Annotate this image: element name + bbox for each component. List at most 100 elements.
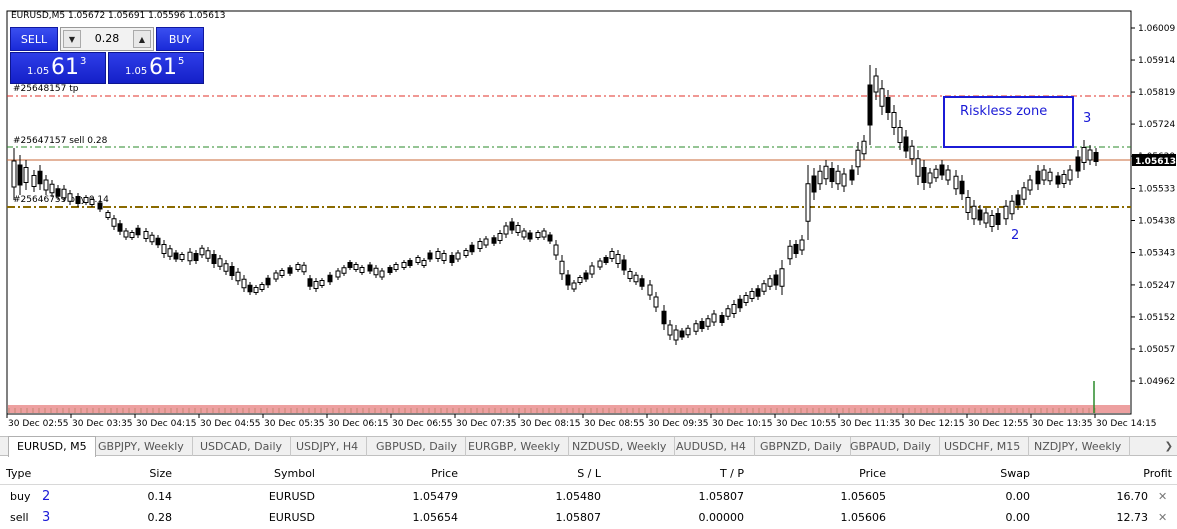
candle-body [767, 278, 773, 287]
header-current-price[interactable]: Price [859, 467, 886, 480]
sell-price-button[interactable]: 1.05 61 3 [10, 52, 106, 84]
candle-body [1061, 174, 1067, 184]
candle-body [565, 274, 571, 286]
header-size[interactable]: Size [149, 467, 172, 480]
candle-body [583, 272, 589, 280]
tab-nzdusd-weekly[interactable]: NZDUSD, Weekly [564, 437, 676, 456]
time-axis-label: 30 Dec 12:55 [968, 419, 1029, 429]
row-sl[interactable]: 1.05480 [555, 490, 602, 503]
row-tp[interactable]: 0.00000 [698, 511, 745, 524]
candle-body [393, 264, 399, 270]
tab-gbpnzd-daily[interactable]: GBPNZD, Daily [752, 437, 851, 456]
candle-body [817, 170, 823, 185]
candle-body [933, 168, 939, 179]
chart-canvas[interactable]: 1.060091.059141.058191.057241.056291.055… [0, 0, 1177, 432]
candle-body [373, 267, 379, 276]
header-symbol[interactable]: Symbol [274, 467, 315, 480]
candle-body [11, 160, 17, 188]
candle-body [1041, 169, 1047, 181]
buy-button[interactable]: BUY [156, 27, 204, 51]
header-type[interactable]: Type [6, 467, 32, 480]
candle-body [387, 267, 393, 273]
lot-size-value[interactable]: 0.28 [94, 32, 120, 45]
row-sl[interactable]: 1.05807 [555, 511, 602, 524]
candle-body [441, 253, 447, 261]
header-sl[interactable]: S / L [577, 467, 601, 480]
candle-body [449, 255, 455, 263]
candle-body [647, 284, 653, 296]
candle-body [1047, 171, 1053, 182]
candle-body [401, 262, 407, 268]
tab-usdjpy-h4[interactable]: USDJPY, H4 [288, 437, 368, 456]
candle-body [873, 75, 879, 93]
trade-table: Type Size Symbol Price S / L T / P Price… [0, 461, 1177, 529]
lot-decrease-icon[interactable]: ▼ [63, 30, 81, 48]
tab-eurusd-m5[interactable]: EURUSD, M5 [8, 436, 96, 457]
candle-body [23, 167, 29, 183]
candle-body [743, 295, 749, 303]
candle-body [1067, 169, 1073, 181]
lot-increase-icon[interactable]: ▲ [133, 30, 151, 48]
candle-body [229, 266, 235, 276]
candle-body [1087, 149, 1093, 161]
candle-body [415, 257, 421, 263]
candle-body [1027, 179, 1033, 191]
candle-body [421, 260, 427, 266]
header-tp[interactable]: T / P [719, 467, 744, 480]
tab-gbpaud-daily[interactable]: GBPAUD, Daily [842, 437, 940, 456]
row-swap: 0.00 [1005, 511, 1031, 524]
table-header: Type Size Symbol Price S / L T / P Price… [0, 463, 1177, 485]
close-position-icon[interactable]: ✕ [1158, 511, 1168, 524]
candle-body [301, 264, 307, 273]
current-price-label: 1.05613 [1135, 157, 1176, 167]
candle-body [823, 165, 829, 180]
price-scale-label: 1.05914 [1138, 56, 1175, 66]
candle-body [841, 173, 847, 187]
lot-size-stepper[interactable]: ▼ 0.28 ▲ [60, 27, 154, 51]
price-chart[interactable]: 1.060091.059141.058191.057241.056291.055… [0, 0, 1177, 432]
table-row[interactable]: buy 2 0.14 EURUSD 1.05479 1.05480 1.0580… [0, 486, 1177, 508]
row-annotation: 3 [42, 510, 51, 525]
candle-body [653, 296, 659, 308]
tab-audusd-h4[interactable]: AUDUSD, H4 [668, 437, 755, 456]
candle-body [1015, 194, 1021, 206]
candle-body [553, 244, 559, 256]
candle-body [455, 252, 461, 260]
tabs-scroll-icon[interactable]: ❯ [1164, 441, 1173, 452]
candle-body [199, 247, 205, 256]
buy-price-button[interactable]: 1.05 61 5 [108, 52, 204, 84]
close-position-icon[interactable]: ✕ [1158, 490, 1168, 503]
candle-body [407, 260, 413, 266]
table-row[interactable]: sell 3 0.28 EURUSD 1.05654 1.05807 0.000… [0, 507, 1177, 529]
candle-body [1081, 147, 1087, 163]
row-price: 1.05479 [412, 490, 459, 503]
order-line-label: #25646759 buy 0.14 [13, 195, 109, 205]
tab-nzdjpy-weekly[interactable]: NZDJPY, Weekly [1026, 437, 1131, 456]
candle-body [835, 170, 841, 185]
candle-body [577, 277, 583, 283]
sell-button[interactable]: SELL [10, 27, 58, 51]
header-price[interactable]: Price [431, 467, 458, 480]
tab-eurgbp-weekly[interactable]: EURGBP, Weekly [460, 437, 570, 456]
candle-body [427, 252, 433, 260]
buy-price-pips: 61 [149, 55, 177, 80]
row-current-price: 1.05605 [840, 490, 887, 503]
riskless-zone-box [943, 96, 1074, 148]
candle-body [959, 180, 965, 195]
header-swap[interactable]: Swap [1000, 467, 1030, 480]
tab-gbpjpy-weekly[interactable]: GBPJPY, Weekly [90, 437, 193, 456]
row-tp[interactable]: 1.05807 [698, 490, 745, 503]
buy-price-fraction: 5 [178, 56, 185, 67]
candle-body [855, 149, 861, 168]
header-profit[interactable]: Profit [1143, 467, 1172, 480]
time-axis-label: 30 Dec 11:35 [840, 419, 901, 429]
price-scale-label: 1.05724 [1138, 120, 1175, 130]
candle-body [149, 234, 155, 243]
row-size: 0.28 [147, 511, 173, 524]
tab-usdchf-m15[interactable]: USDCHF, M15 [936, 437, 1030, 456]
time-axis-label: 30 Dec 06:55 [392, 419, 453, 429]
candle-body [515, 225, 521, 233]
tab-usdcad-daily[interactable]: USDCAD, Daily [192, 437, 292, 456]
tab-gbpusd-daily[interactable]: GBPUSD, Daily [368, 437, 467, 456]
candle-body [547, 234, 553, 242]
